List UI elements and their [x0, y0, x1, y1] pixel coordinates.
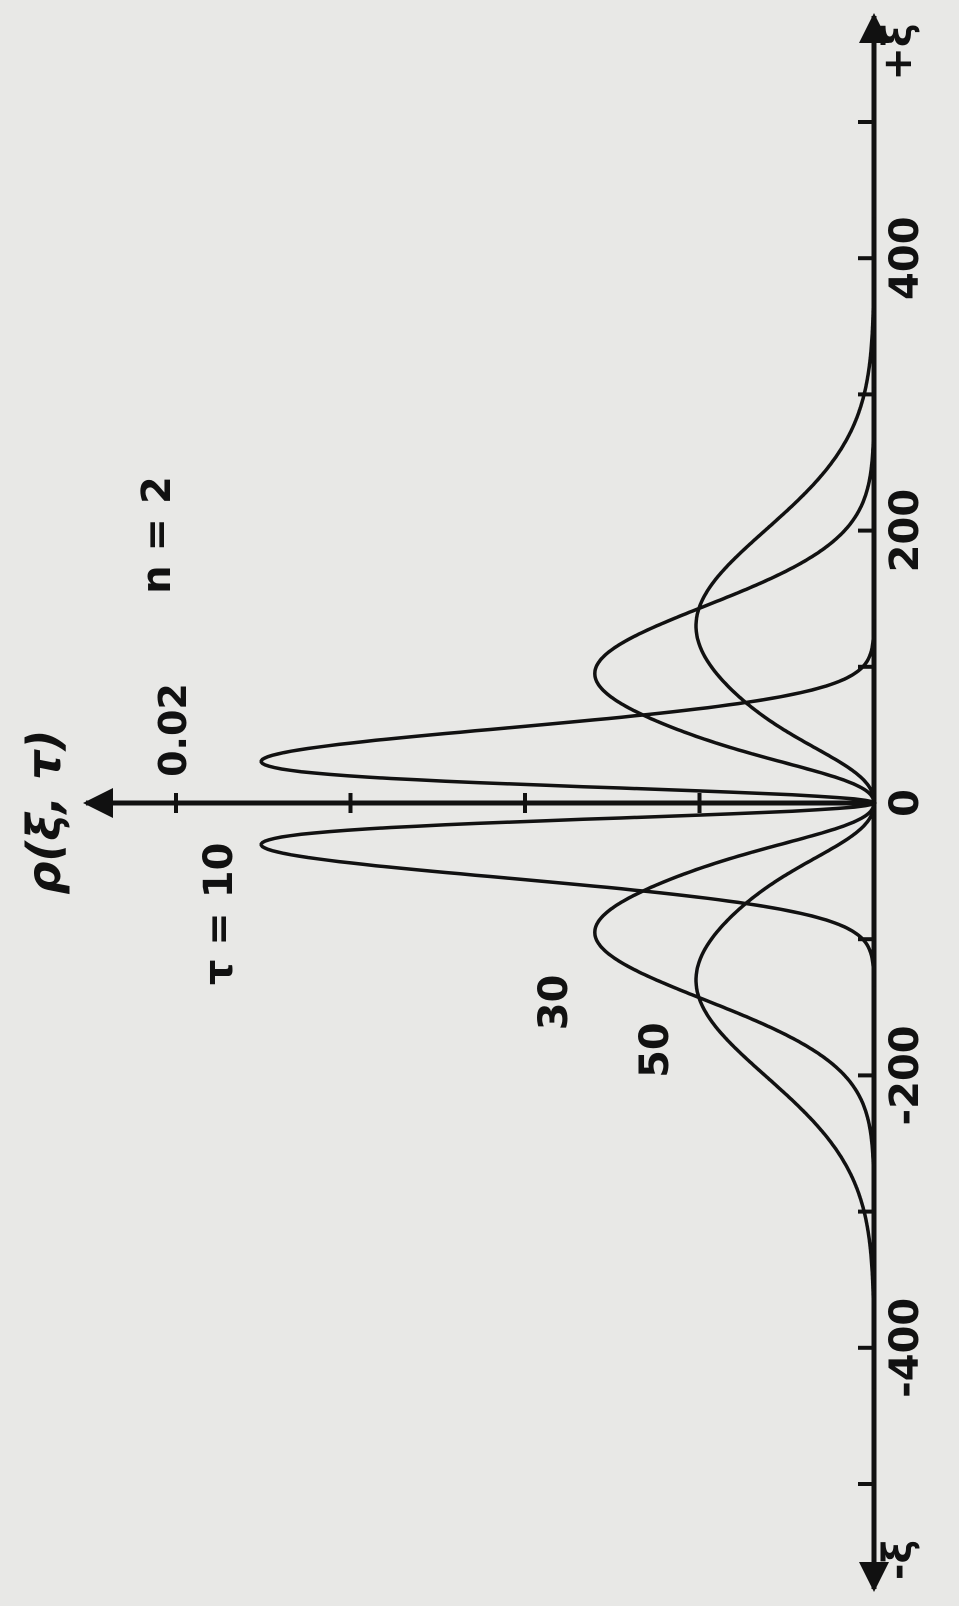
xi-tick-label-neg200: -200	[882, 1025, 928, 1125]
xi-tick-label-200: 200	[882, 489, 928, 573]
curve-series-2	[694, 217, 876, 1389]
parameter-label: n = 2	[134, 476, 180, 594]
series-label-1: 30	[531, 975, 577, 1031]
xi-axis-label-negative: -ξ	[875, 1540, 921, 1580]
series-label-0: τ = 10	[196, 843, 242, 986]
xi-tick-label-neg400: -400	[882, 1298, 928, 1398]
rho-tick-label-0-02: 0.02	[151, 683, 195, 777]
xi-axis-tick-labels: -400 -200 0 200 400	[882, 216, 928, 1397]
rho-axis-ticks	[174, 793, 702, 813]
xi-axis-label-positive: +ξ	[875, 23, 921, 80]
xi-tick-label-0: 0	[882, 789, 928, 817]
y-axis-label: ρ(ξ, τ)	[17, 730, 71, 895]
xi-tick-label-400: 400	[882, 216, 928, 300]
series-label-group: τ = 10 30 50	[196, 843, 678, 1078]
curve-group	[259, 217, 878, 1389]
series-label-2: 50	[632, 1022, 678, 1078]
